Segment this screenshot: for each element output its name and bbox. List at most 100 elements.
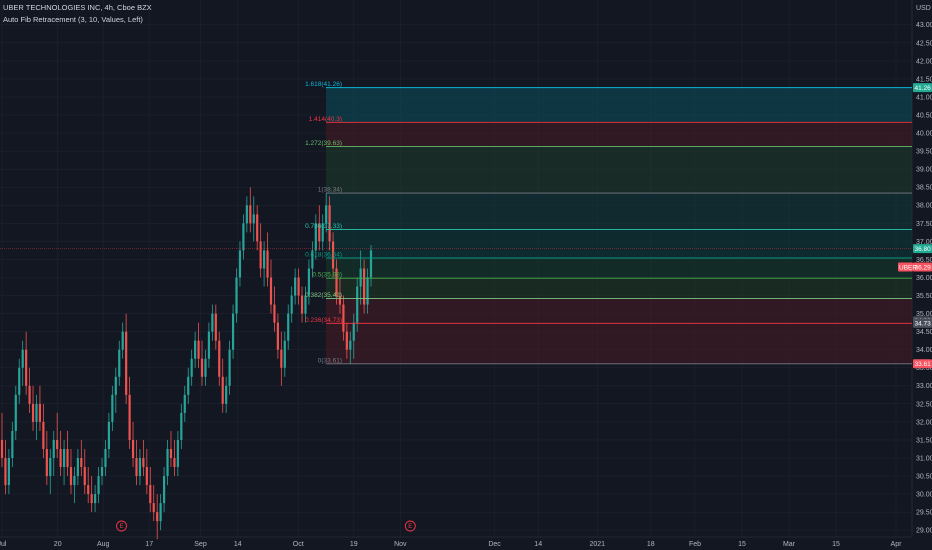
candle[interactable] bbox=[49, 448, 52, 495]
candle[interactable] bbox=[45, 430, 48, 486]
candle[interactable] bbox=[69, 448, 73, 495]
candle[interactable] bbox=[59, 430, 62, 477]
candle[interactable] bbox=[287, 304, 290, 350]
candle[interactable] bbox=[114, 367, 117, 413]
candle[interactable] bbox=[35, 394, 38, 440]
candle[interactable] bbox=[335, 259, 338, 305]
candle[interactable] bbox=[304, 286, 307, 323]
candle[interactable] bbox=[142, 439, 145, 477]
candle[interactable] bbox=[266, 232, 269, 287]
candle[interactable] bbox=[359, 250, 362, 305]
candle[interactable] bbox=[311, 241, 314, 278]
candle[interactable] bbox=[183, 385, 186, 422]
candle[interactable] bbox=[152, 485, 155, 522]
candle[interactable] bbox=[173, 439, 176, 477]
candle[interactable] bbox=[111, 385, 114, 431]
candle[interactable] bbox=[369, 245, 373, 287]
candle[interactable] bbox=[231, 304, 235, 359]
candle[interactable] bbox=[290, 286, 293, 323]
candle[interactable] bbox=[169, 430, 173, 468]
earnings-marker[interactable]: E bbox=[116, 520, 127, 532]
candle[interactable] bbox=[14, 385, 17, 440]
candle[interactable] bbox=[300, 286, 304, 323]
candle[interactable] bbox=[259, 223, 262, 278]
candle[interactable] bbox=[187, 367, 190, 404]
earnings-marker[interactable]: E bbox=[404, 520, 416, 532]
candle[interactable] bbox=[18, 358, 21, 404]
candle[interactable] bbox=[62, 439, 66, 486]
candle[interactable] bbox=[4, 439, 7, 495]
candle[interactable] bbox=[76, 448, 79, 486]
candle[interactable] bbox=[363, 259, 366, 314]
candle[interactable] bbox=[307, 259, 311, 305]
candle[interactable] bbox=[294, 268, 297, 305]
price-axis[interactable]: 29.00 29.50 30.00 30.50 31.00 31.50 32.00 32.50… bbox=[898, 22, 932, 535]
candle[interactable] bbox=[56, 412, 59, 458]
candle[interactable] bbox=[211, 304, 214, 341]
candle[interactable] bbox=[218, 331, 221, 386]
candle[interactable] bbox=[242, 214, 245, 260]
candle[interactable] bbox=[80, 439, 83, 477]
candle[interactable] bbox=[121, 322, 124, 359]
candle[interactable] bbox=[7, 448, 10, 495]
candle[interactable] bbox=[345, 322, 348, 359]
candle[interactable] bbox=[38, 385, 42, 431]
candle[interactable] bbox=[149, 467, 152, 513]
candle[interactable] bbox=[11, 421, 14, 468]
candle[interactable] bbox=[249, 187, 252, 233]
candle[interactable] bbox=[273, 286, 276, 332]
candle[interactable] bbox=[228, 340, 231, 395]
candle[interactable] bbox=[97, 467, 100, 504]
candle[interactable] bbox=[0, 412, 4, 468]
candle[interactable] bbox=[325, 193, 328, 233]
candle[interactable] bbox=[331, 232, 335, 278]
candle[interactable] bbox=[131, 421, 135, 468]
candle[interactable] bbox=[221, 358, 224, 413]
candles[interactable] bbox=[0, 187, 373, 540]
time-axis[interactable]: Jul 20 Aug 17 Sep 14 Oct 19 Nov Dec 14 2021 18 Feb 15 M… bbox=[0, 541, 902, 548]
candle[interactable] bbox=[314, 214, 317, 260]
candle[interactable] bbox=[200, 340, 204, 386]
candle[interactable] bbox=[280, 331, 283, 386]
candle[interactable] bbox=[28, 367, 31, 413]
candle[interactable] bbox=[276, 313, 279, 359]
candle[interactable] bbox=[66, 430, 69, 477]
candle[interactable] bbox=[297, 268, 300, 305]
candle[interactable] bbox=[349, 331, 352, 364]
candle[interactable] bbox=[207, 322, 211, 368]
candle[interactable] bbox=[204, 349, 207, 386]
fib-levels[interactable]: 1.618(41.26) 1.414(40.3) 1.272(39.63) 1(38.… bbox=[0, 81, 912, 364]
candle[interactable] bbox=[100, 458, 104, 486]
candle[interactable] bbox=[159, 494, 162, 531]
candle[interactable] bbox=[145, 448, 148, 495]
candle[interactable] bbox=[366, 268, 369, 314]
candle[interactable] bbox=[156, 494, 159, 540]
candle[interactable] bbox=[42, 403, 45, 458]
candle[interactable] bbox=[90, 476, 93, 513]
candle[interactable] bbox=[25, 331, 28, 395]
candle[interactable] bbox=[180, 403, 183, 449]
indicator-legend[interactable]: Auto Fib Retracement (3, 10, Values, Lef… bbox=[3, 15, 143, 24]
candle[interactable] bbox=[338, 277, 342, 314]
candle[interactable] bbox=[138, 448, 142, 486]
candle[interactable] bbox=[352, 313, 355, 359]
candle[interactable] bbox=[166, 439, 169, 486]
candle[interactable] bbox=[225, 376, 228, 413]
candle[interactable] bbox=[87, 467, 90, 504]
candle[interactable] bbox=[283, 331, 286, 377]
candle[interactable] bbox=[238, 241, 242, 287]
candle[interactable] bbox=[321, 214, 324, 251]
candle[interactable] bbox=[194, 331, 197, 368]
candle[interactable] bbox=[104, 439, 107, 477]
candle[interactable] bbox=[214, 304, 217, 350]
candle[interactable] bbox=[107, 412, 111, 458]
candle[interactable] bbox=[190, 349, 193, 386]
candle[interactable] bbox=[252, 196, 255, 242]
candle[interactable] bbox=[94, 485, 97, 513]
candle[interactable] bbox=[128, 376, 131, 449]
candle[interactable] bbox=[318, 205, 321, 251]
candle[interactable] bbox=[21, 340, 24, 386]
candle[interactable] bbox=[73, 467, 76, 504]
